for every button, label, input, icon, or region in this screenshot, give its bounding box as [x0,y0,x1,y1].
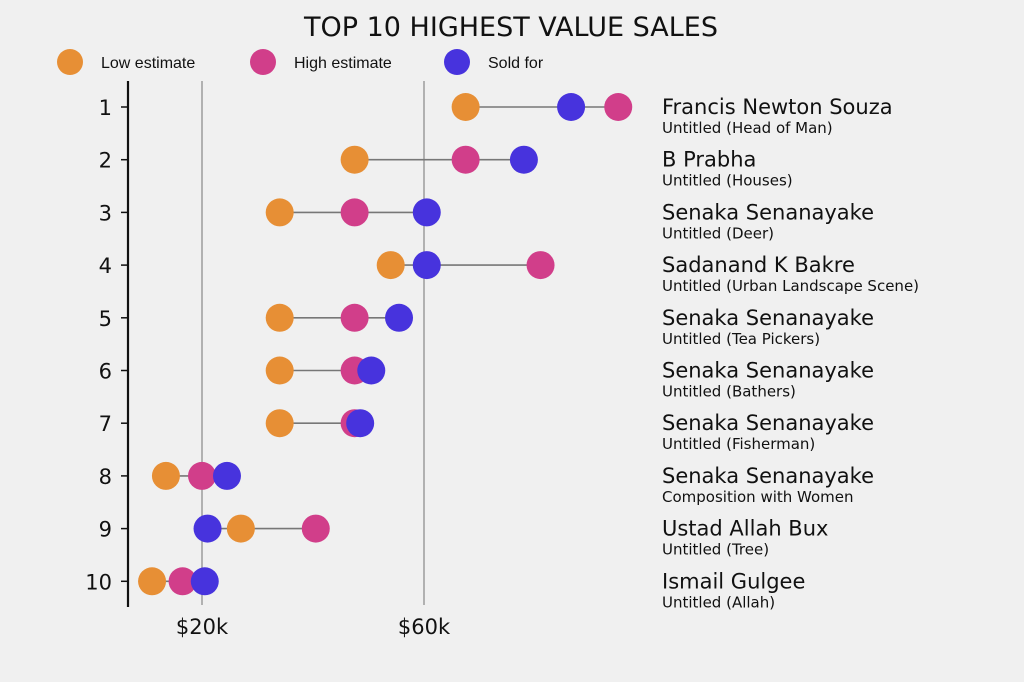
sold-for-point [557,93,586,121]
data-row-10 [138,567,219,596]
low-estimate-point [265,303,294,332]
data-row-9 [193,514,330,543]
low-estimate-point [151,461,180,490]
data-row-4 [376,251,555,280]
data-row-8 [151,461,241,490]
y-tick-label: 9 [99,518,112,542]
y-tick-label: 8 [99,465,112,489]
y-tick-label: 10 [85,570,112,594]
low-estimate-point [226,514,255,543]
legend-marker-sold [444,49,470,75]
data-row-2 [340,145,538,174]
x-tick-label: $20k [176,615,229,639]
artist-name: Senaka Senanayake [662,359,874,383]
low-estimate-point [376,251,405,280]
data-rows [138,93,633,596]
artwork-title: Untitled (Houses) [662,172,793,190]
high-estimate-point [526,251,555,280]
x-tick-label: $60k [398,615,451,639]
artist-name: Ustad Allah Bux [662,517,828,541]
artist-name: Sadanand K Bakre [662,253,855,277]
high-estimate-point [604,93,633,121]
y-tick-label: 6 [99,360,112,384]
high-estimate-point [340,303,369,332]
sold-for-point [412,251,441,280]
artwork-title: Composition with Women [662,488,854,506]
artist-name: Ismail Gulgee [662,569,805,593]
y-tick-label: 2 [99,149,112,173]
low-estimate-point [265,409,294,438]
data-row-1 [451,93,633,121]
high-estimate-point [451,145,480,174]
sold-for-point [190,567,219,596]
legend-marker-high [250,49,276,75]
artist-name: Senaka Senanayake [662,200,874,224]
y-tick-label: 3 [99,201,112,225]
y-axis: 1 2 3 4 5 6 7 8 9 10 [85,81,130,607]
y-tick-label: 1 [99,96,112,120]
y-tick-label: 4 [99,254,112,278]
y-tick-label: 5 [99,307,112,331]
artwork-title: Untitled (Bathers) [662,383,796,401]
sold-for-point [509,145,538,174]
artist-name: Senaka Senanayake [662,464,874,488]
sold-for-point [412,198,441,227]
data-row-3 [265,198,441,227]
artwork-title: Untitled (Tree) [662,541,769,559]
high-estimate-point [188,461,216,490]
y-tick-label: 7 [99,412,112,436]
low-estimate-point [451,93,480,121]
legend-label-sold: Sold for [488,55,544,72]
artwork-title: Untitled (Deer) [662,224,774,242]
low-estimate-point [340,145,369,174]
artist-name: B Prabha [662,148,756,172]
data-row-7 [265,409,375,438]
artwork-title: Untitled (Urban Landscape Scene) [662,277,919,295]
artwork-title: Untitled (Head of Man) [662,119,833,137]
legend-label-low: Low estimate [101,55,195,72]
artist-name: Francis Newton Souza [662,95,893,119]
artwork-title: Untitled (Tea Pickers) [662,330,820,348]
low-estimate-point [265,356,294,385]
low-estimate-point [265,198,294,227]
artist-name: Senaka Senanayake [662,411,874,435]
high-estimate-point [301,514,330,543]
data-row-6 [265,356,386,385]
sold-for-point [193,514,222,543]
legend-label-high: High estimate [294,55,392,72]
artwork-title: Untitled (Fisherman) [662,435,815,453]
artist-name: Senaka Senanayake [662,306,874,330]
legend-marker-low [57,49,83,75]
sold-for-point [212,461,241,490]
legend: Low estimate High estimate Sold for [57,49,544,75]
x-axis-ticks: $20k $60k [176,615,451,639]
sold-for-point [385,303,414,332]
data-row-5 [265,303,414,332]
chart-title: TOP 10 HIGHEST VALUE SALES [303,12,718,43]
high-estimate-point [168,567,197,596]
sold-for-point [346,409,375,438]
artwork-title: Untitled (Allah) [662,593,775,611]
sold-for-point [357,356,386,385]
high-estimate-point [340,198,369,227]
low-estimate-point [138,567,167,596]
